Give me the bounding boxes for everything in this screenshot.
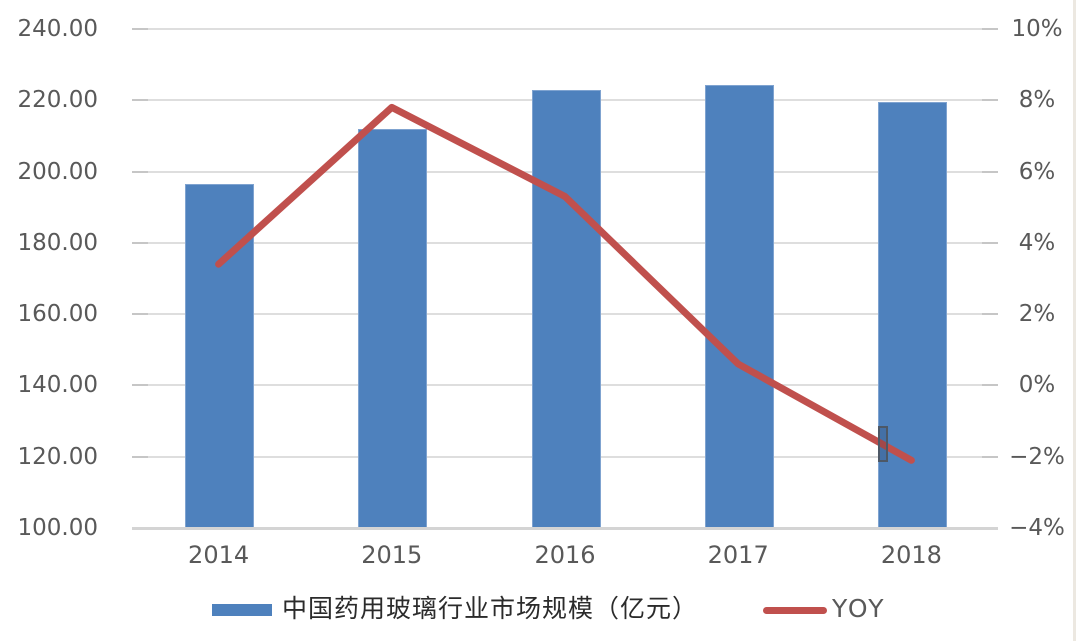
right-axis-tick-label: 0%	[1018, 372, 1056, 399]
left-axis-tick-label: 160.00	[17, 301, 98, 328]
left-axis-tick-label: 180.00	[17, 229, 98, 256]
left-axis-tick-label: 140.00	[17, 372, 98, 399]
left-tick-mark	[132, 28, 148, 30]
right-tick-mark	[982, 384, 998, 387]
right-tick-mark	[982, 99, 998, 102]
x-axis-tick-label: 2014	[188, 541, 250, 569]
gridline	[148, 28, 982, 30]
bar-2014	[185, 184, 255, 530]
left-tick-mark	[132, 455, 148, 458]
right-axis-tick-label: −2%	[1009, 443, 1065, 470]
legend-line-label: YOY	[832, 594, 886, 623]
bar-2017	[704, 85, 774, 530]
left-axis-tick-label: 100.00	[17, 515, 98, 541]
bar-2016	[531, 90, 601, 530]
right-tick-mark	[982, 455, 998, 458]
left-axis-tick-label: 220.00	[17, 87, 98, 114]
right-axis-tick-label: 2%	[1018, 301, 1056, 328]
right-tick-mark	[982, 28, 998, 30]
left-tick-mark	[132, 99, 148, 102]
x-axis-tick-label: 2016	[534, 541, 596, 569]
bar-2015	[358, 128, 428, 530]
left-tick-mark	[132, 313, 148, 316]
x-axis-tick-label: 2017	[707, 541, 769, 569]
x-axis-tick-label: 2018	[880, 541, 942, 569]
x-axis-line	[132, 527, 998, 530]
selection-marker	[877, 426, 888, 463]
right-axis-tick-label: −4%	[1009, 515, 1065, 541]
right-axis-tick-label: 10%	[1011, 16, 1063, 42]
right-tick-mark	[982, 241, 998, 244]
left-axis-tick-label: 200.00	[17, 158, 98, 185]
page-edge-line	[1073, 0, 1076, 641]
left-tick-mark	[132, 241, 148, 244]
bar-2018	[877, 102, 947, 530]
legend-bar-swatch	[212, 604, 272, 616]
legend-line-swatch	[763, 607, 827, 614]
left-tick-mark	[132, 384, 148, 387]
right-axis-tick-label: 6%	[1018, 158, 1056, 185]
legend-bar-label: 中国药用玻璃行业市场规模（亿元）	[282, 594, 699, 623]
right-axis-tick-label: 4%	[1018, 229, 1056, 256]
left-axis-tick-label: 240.00	[17, 16, 98, 42]
right-axis-tick-label: 8%	[1018, 87, 1056, 114]
right-tick-mark	[982, 313, 998, 316]
x-axis-tick-label: 2015	[361, 541, 423, 569]
right-tick-mark	[982, 170, 998, 173]
left-axis-tick-label: 120.00	[17, 443, 98, 470]
left-tick-mark	[132, 170, 148, 173]
